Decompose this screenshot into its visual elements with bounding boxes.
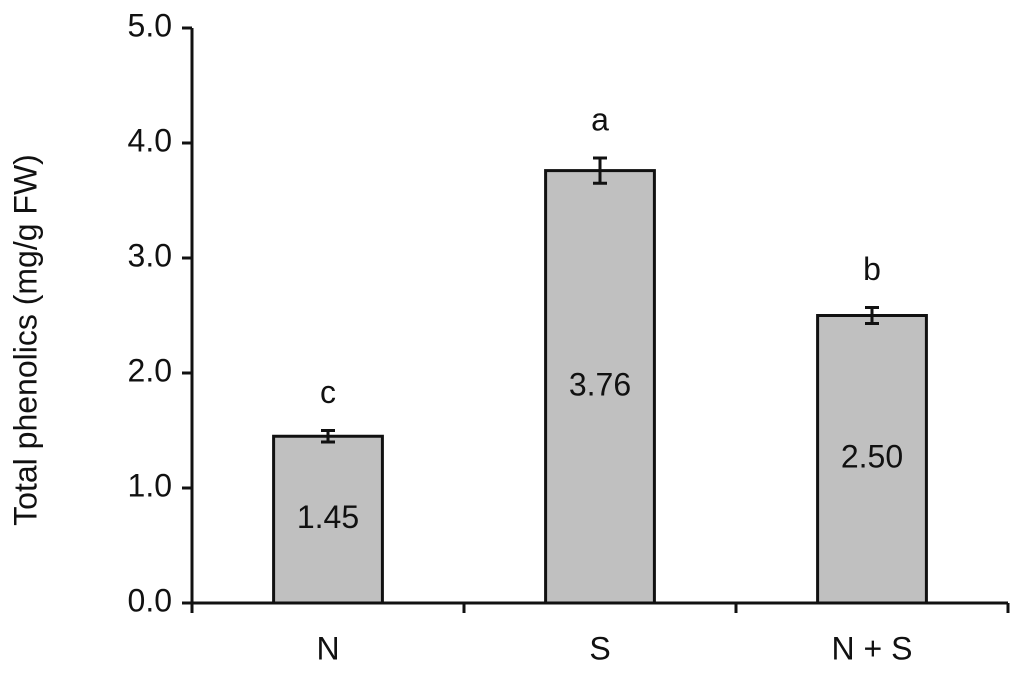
error-bar (593, 156, 607, 185)
value-label: 3.76 (569, 366, 631, 402)
x-tick-label: N (316, 630, 339, 666)
y-tick-label: 5.0 (128, 7, 172, 43)
x-tick-label: S (589, 630, 610, 666)
value-label: 2.50 (841, 439, 903, 475)
y-tick-label: 1.0 (128, 467, 172, 503)
y-tick-label: 4.0 (128, 122, 172, 158)
y-tick-label: 2.0 (128, 352, 172, 388)
annotation: a (591, 101, 609, 137)
annotation: b (863, 251, 881, 287)
value-label: 1.45 (297, 499, 359, 535)
bar (544, 169, 656, 605)
error-bar (321, 429, 335, 444)
error-bar (865, 305, 879, 326)
x-tick-label: N + S (832, 630, 913, 666)
y-axis-label: Total phenolics (mg/g FW) (7, 154, 43, 526)
bar (272, 434, 384, 605)
y-tick-label: 0.0 (128, 582, 172, 618)
annotation: c (320, 374, 336, 410)
y-tick-label: 3.0 (128, 237, 172, 273)
